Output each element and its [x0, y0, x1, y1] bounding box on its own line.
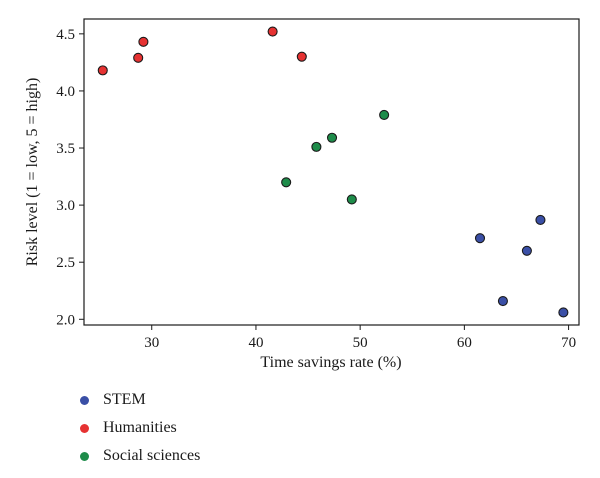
legend-label-social-sciences: Social sciences	[103, 447, 201, 464]
legend: STEM Humanities Social sciences	[80, 386, 200, 470]
x-tick-label: 50	[353, 335, 368, 351]
point-humanities	[133, 52, 144, 63]
x-tick-label: 30	[144, 335, 159, 351]
point-stem	[558, 307, 569, 318]
legend-label-stem: STEM	[103, 391, 146, 408]
legend-marker-social-sciences	[80, 451, 89, 461]
point-humanities	[267, 26, 278, 37]
x-tick-label: 40	[248, 335, 263, 351]
x-tick-label: 60	[457, 335, 472, 351]
point-social-sciences	[379, 109, 390, 120]
y-tick-label: 4.0	[56, 84, 75, 100]
point-humanities	[296, 51, 307, 62]
x-axis-ticks: 30 40 50 60 70	[144, 325, 576, 351]
y-tick-label: 2.5	[56, 255, 75, 271]
legend-item-stem: STEM	[80, 386, 200, 414]
point-humanities	[97, 65, 108, 76]
y-tick-label: 3.0	[56, 198, 75, 214]
data-points	[97, 26, 569, 318]
scatter-chart: 2.0 2.5 3.0 3.5 4.0 4.5 30 40 50 60 70 Time savin…	[24, 18, 580, 371]
y-tick-label: 4.5	[56, 27, 75, 43]
point-stem	[535, 214, 546, 226]
point-stem	[497, 295, 508, 307]
x-tick-label: 70	[561, 335, 576, 351]
point-stem	[474, 233, 486, 244]
point-social-sciences	[326, 132, 338, 143]
point-stem	[521, 245, 532, 256]
legend-label-humanities: Humanities	[103, 419, 177, 436]
plot-area-frame	[83, 18, 580, 326]
y-tick-label: 3.5	[56, 141, 75, 157]
point-social-sciences	[346, 194, 357, 205]
legend-item-humanities: Humanities	[80, 414, 200, 442]
legend-item-social-sciences: Social sciences	[80, 442, 200, 470]
x-axis-label: Time savings rate (%)	[260, 354, 401, 371]
point-social-sciences	[281, 177, 292, 188]
legend-marker-humanities	[80, 423, 89, 433]
legend-marker-stem	[80, 395, 89, 405]
y-axis-label: Risk level (1 = low, 5 = high)	[24, 78, 41, 267]
y-tick-label: 2.0	[56, 312, 75, 328]
point-humanities	[138, 36, 149, 47]
y-axis-ticks: 2.0 2.5 3.0 3.5 4.0 4.5	[56, 27, 84, 328]
point-social-sciences	[311, 141, 322, 152]
